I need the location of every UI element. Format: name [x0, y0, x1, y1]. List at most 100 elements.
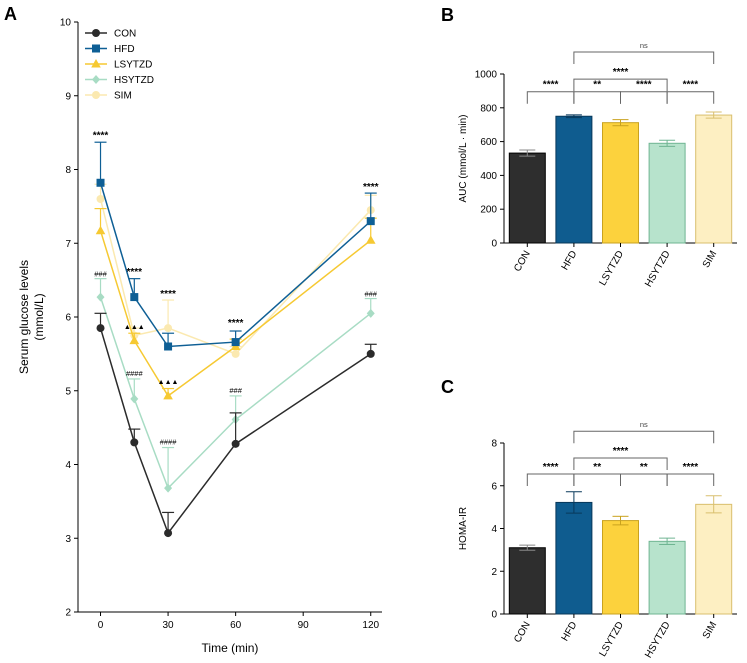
legend-item-hsytzd: HSYTZD: [85, 75, 154, 86]
data-point: [130, 394, 139, 404]
bar-hfd: [555, 115, 593, 244]
legend-label: SIM: [114, 91, 132, 102]
y-axis-title-a: Serum glucose levels(mmol/L): [17, 260, 46, 374]
legend-marker: [92, 44, 100, 53]
significance-bracket: [620, 473, 668, 486]
significance-label: ns: [640, 420, 648, 429]
significance-label: **: [640, 462, 648, 473]
x-tick-label-a: 120: [362, 620, 379, 631]
x-tick-label-c: CON: [512, 620, 533, 645]
annotation-hash: ####: [126, 369, 144, 378]
significance-bracket: [526, 473, 575, 486]
y-tick-label-a: 8: [65, 165, 71, 176]
significance-bracket: [666, 91, 715, 104]
x-tick-label-c: HSYTZD: [643, 620, 673, 660]
y-tick-label-c: 4: [491, 524, 497, 535]
y-tick-label-b: 400: [480, 171, 497, 182]
annotation-stars: ****: [93, 131, 109, 142]
annotation-hash: ###: [229, 386, 242, 395]
significance-label: **: [593, 80, 601, 91]
significance-label: ns: [640, 41, 648, 50]
series-con: [94, 312, 377, 538]
significance-bracket: [573, 91, 621, 104]
y-tick-label-c: 6: [491, 481, 497, 492]
significance-label: ****: [613, 446, 629, 457]
y-tick-label-a: 4: [65, 460, 71, 471]
series-hsytzd: [94, 278, 377, 493]
panel-label-b: B: [441, 5, 454, 25]
y-tick-label-a: 3: [65, 534, 71, 545]
x-tick-label-b: LSYTZD: [597, 249, 626, 288]
significance-label: ****: [683, 462, 699, 473]
legend-item-lsytzd: LSYTZD: [85, 59, 152, 71]
data-point: [129, 335, 140, 345]
bar-sim: [695, 114, 733, 244]
x-tick-label-b: HSYTZD: [643, 249, 673, 289]
data-point: [96, 324, 105, 333]
data-point: [366, 217, 375, 226]
y-tick-label-c: 0: [491, 610, 497, 621]
y-axis-title-line1-a: Serum glucose levels: [17, 260, 31, 374]
legend-label: HFD: [114, 44, 135, 55]
bar-con: [508, 547, 546, 615]
data-point: [366, 308, 375, 318]
legend-label: LSYTZD: [114, 60, 152, 71]
bar-hfd: [555, 501, 593, 615]
bar-lsytzd: [602, 520, 639, 615]
data-point: [96, 195, 105, 203]
data-point: [95, 225, 106, 235]
legend-item-hfd: HFD: [85, 44, 135, 55]
annotation-stars: ****: [363, 182, 379, 193]
annotation-hash: ###: [364, 289, 377, 298]
y-tick-label-b: 0: [491, 239, 497, 250]
annotation-stars: ****: [127, 267, 143, 278]
x-tick-label-b: HFD: [560, 249, 580, 272]
x-tick-label-c: LSYTZD: [597, 620, 626, 659]
x-tick-label-b: CON: [512, 249, 533, 274]
y-tick-label-b: 600: [480, 137, 497, 148]
x-tick-label-c: HFD: [560, 620, 580, 643]
annotation-tri: ▲▲▲: [158, 379, 179, 386]
legend-marker: [92, 29, 100, 37]
significance-bracket: [573, 51, 715, 65]
significance-bracket: [573, 457, 668, 470]
significance-label: ****: [543, 80, 559, 91]
significance-label: **: [593, 462, 601, 473]
data-point: [231, 338, 240, 347]
y-tick-label-a: 7: [65, 239, 71, 250]
legend-marker: [92, 75, 100, 84]
bar-con: [508, 152, 546, 244]
y-tick-label-a: 6: [65, 313, 71, 324]
significance-bracket: [666, 473, 715, 486]
significance-bracket: [620, 91, 668, 104]
x-tick-label-a: 30: [163, 620, 175, 631]
significance-bracket: [526, 91, 575, 104]
y-tick-label-a: 9: [65, 91, 71, 102]
legend-label: CON: [114, 29, 136, 40]
x-tick-label-a: 60: [230, 620, 242, 631]
annotation-tri: ▲▲▲: [124, 324, 145, 331]
annotation-hash: ###: [94, 269, 107, 278]
data-point: [163, 390, 173, 400]
data-point: [231, 439, 240, 448]
annotation-hash: ####: [160, 438, 178, 447]
legend-item-sim: SIM: [85, 91, 132, 102]
data-point: [130, 293, 139, 302]
data-point: [96, 292, 105, 302]
data-point: [96, 178, 105, 187]
y-tick-label-a: 10: [60, 18, 72, 29]
y-tick-label-b: 1000: [475, 70, 498, 81]
significance-label: ****: [543, 462, 559, 473]
y-axis-title-b: AUC (mmol/L · min): [458, 115, 469, 203]
y-tick-label-c: 8: [491, 439, 497, 450]
y-axis-title-line2-a: (mmol/L): [32, 293, 46, 340]
legend-label: HSYTZD: [114, 75, 154, 86]
data-point: [130, 438, 139, 447]
y-tick-label-b: 800: [480, 103, 497, 114]
x-tick-label-b: SIM: [701, 249, 719, 270]
bar-lsytzd: [602, 122, 639, 244]
data-point: [164, 342, 173, 351]
y-axis-title-c: HOMA-IR: [458, 507, 469, 550]
legend-marker: [91, 59, 101, 68]
